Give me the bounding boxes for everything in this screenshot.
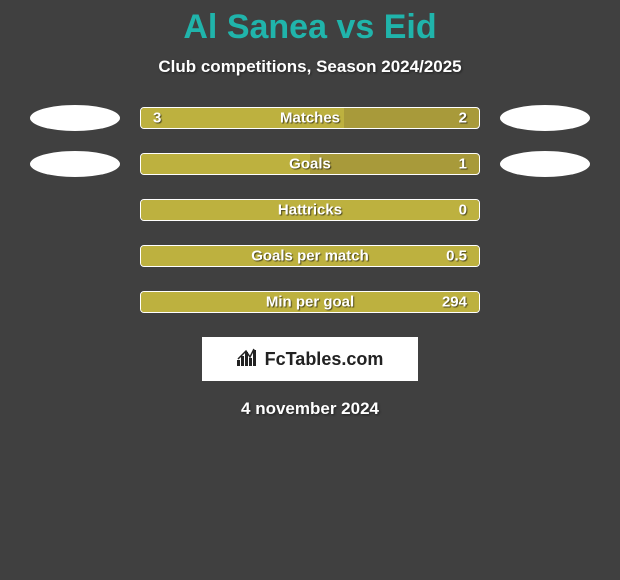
stat-label: Hattricks: [141, 202, 479, 219]
left-badge-slot: [30, 105, 140, 131]
stat-row: Goals1: [0, 153, 620, 175]
subtitle: Club competitions, Season 2024/2025: [0, 57, 620, 77]
stat-bar: Hattricks0: [140, 199, 480, 221]
team-badge-left: [30, 151, 120, 177]
stat-row: Min per goal294: [0, 291, 620, 313]
left-badge-slot: [30, 151, 140, 177]
right-badge-slot: [480, 151, 590, 177]
stat-right-value: 0.5: [446, 248, 467, 265]
infographic-container: Al Sanea vs Eid Club competitions, Seaso…: [0, 0, 620, 580]
team-badge-right: [500, 151, 590, 177]
stat-bar: Goals per match0.5: [140, 245, 480, 267]
stat-label: Goals: [141, 156, 479, 173]
stat-bar: Min per goal294: [140, 291, 480, 313]
stat-right-value: 294: [442, 294, 467, 311]
stat-right-value: 1: [459, 156, 467, 173]
stat-label: Matches: [141, 110, 479, 127]
comparison-chart: 3Matches2 Goals1 Hattricks0 Goals per match…: [0, 107, 620, 313]
bars-chart-icon: [237, 348, 259, 371]
stat-bar: 3Matches2: [140, 107, 480, 129]
stat-bar: Goals1: [140, 153, 480, 175]
stat-label: Min per goal: [141, 294, 479, 311]
right-badge-slot: [480, 105, 590, 131]
brand-label: FcTables.com: [265, 349, 384, 370]
page-title: Al Sanea vs Eid: [0, 0, 620, 47]
stat-row: Hattricks0: [0, 199, 620, 221]
stat-right-value: 0: [459, 202, 467, 219]
stat-row: 3Matches2: [0, 107, 620, 129]
stat-right-value: 2: [459, 110, 467, 127]
team-badge-left: [30, 105, 120, 131]
brand-box: FcTables.com: [202, 337, 418, 381]
team-badge-right: [500, 105, 590, 131]
stat-label: Goals per match: [141, 248, 479, 265]
footer-date: 4 november 2024: [0, 399, 620, 419]
stat-row: Goals per match0.5: [0, 245, 620, 267]
